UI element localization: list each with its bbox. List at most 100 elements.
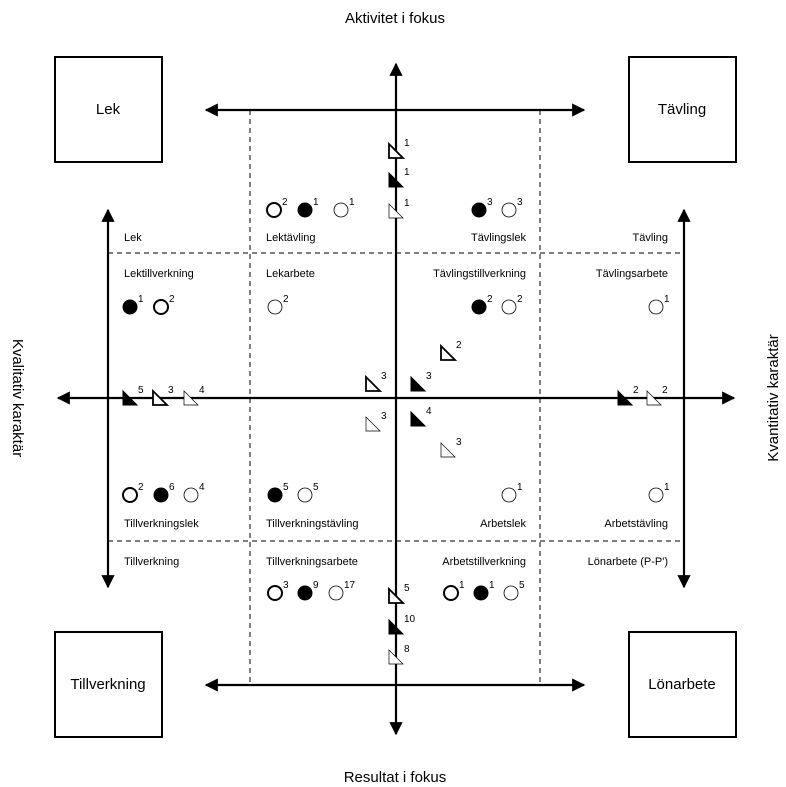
marker-count-label: 3: [381, 371, 387, 382]
circle-thin-symbol: [501, 299, 517, 315]
region-label-lektavling: Lektävling: [266, 232, 316, 244]
marker-count-label: 2: [633, 385, 639, 396]
circle-thin-symbol: [297, 487, 313, 503]
triangle-thin-symbol: [440, 442, 456, 458]
circle-marker: 2: [501, 294, 523, 315]
circle-marker: 1: [648, 294, 670, 315]
triangle-marker: 5: [122, 385, 144, 406]
region-label-tillverkning: Tillverkning: [124, 556, 179, 568]
marker-count-label: 1: [459, 580, 465, 591]
marker-count-label: 4: [199, 385, 205, 396]
marker-count-label: 2: [282, 197, 288, 208]
triangle-marker: 3: [365, 411, 387, 432]
marker-count-label: 1: [404, 138, 410, 149]
circle-marker: 1: [443, 580, 465, 601]
circle-outline-symbol: [267, 585, 283, 601]
region-label-lektillverkning: Lektillverkning: [124, 268, 194, 280]
region-label-tavlingstillverkning: Tävlingstillverkning: [433, 268, 526, 280]
corner-title-tavling: Tävling: [658, 101, 706, 118]
marker-count-label: 5: [404, 583, 410, 594]
circle-marker: 2: [471, 294, 493, 315]
triangle-filled-symbol: [410, 375, 427, 392]
circle-outline-symbol: [443, 585, 459, 601]
region-label-tillverkningstavling: Tillverkningstävling: [266, 518, 359, 530]
triangle-marker: 1: [388, 138, 410, 159]
region-label-arbetslek: Arbetslek: [480, 518, 526, 530]
marker-count-label: 2: [517, 294, 523, 305]
marker-count-label: 1: [489, 580, 495, 591]
corner-box-bottom-left: [54, 631, 163, 738]
triangle-filled-symbol: [388, 618, 405, 635]
marker-count-label: 1: [404, 198, 410, 209]
axis-title-top: Aktivitet i fokus: [345, 10, 445, 27]
marker-count-label: 3: [283, 580, 289, 591]
triangle-marker: 2: [646, 385, 668, 406]
circle-thin-symbol: [328, 585, 344, 601]
axis-title-bottom: Resultat i fokus: [344, 769, 447, 786]
region-label-tillverkningslek: Tillverkningslek: [124, 518, 199, 530]
circle-marker: 3: [501, 197, 523, 218]
region-label-tavling: Tävling: [633, 232, 668, 244]
triangle-thin-symbol: [388, 649, 404, 665]
circle-thin-symbol: [267, 299, 283, 315]
circle-outline-symbol: [122, 487, 138, 503]
triangle-outline-symbol: [388, 586, 406, 604]
circle-filled-symbol: [153, 487, 169, 503]
triangle-marker: 3: [152, 385, 174, 406]
triangle-marker: 1: [388, 198, 410, 219]
circle-marker: 1: [297, 197, 319, 218]
marker-count-label: 4: [426, 406, 432, 417]
corner-box-bottom-right: [628, 631, 737, 738]
circle-marker: 2: [122, 482, 144, 503]
circle-marker: 1: [333, 197, 355, 218]
circle-marker: 2: [267, 294, 289, 315]
circle-marker: 1: [122, 294, 144, 315]
marker-count-label: 3: [381, 411, 387, 422]
circle-thin-symbol: [333, 202, 349, 218]
marker-count-label: 17: [344, 580, 356, 591]
circle-filled-symbol: [471, 299, 487, 315]
circle-marker: 17: [328, 580, 356, 601]
marker-count-label: 1: [138, 294, 144, 305]
circle-filled-symbol: [267, 487, 283, 503]
circle-marker: 9: [297, 580, 319, 601]
circle-marker: 5: [503, 580, 525, 601]
marker-count-label: 6: [169, 482, 175, 493]
circle-thin-symbol: [648, 487, 664, 503]
marker-count-label: 3: [517, 197, 523, 208]
marker-count-label: 3: [426, 371, 432, 382]
triangle-marker: 10: [388, 614, 416, 635]
region-label-lek: Lek: [124, 232, 142, 244]
circle-filled-symbol: [471, 202, 487, 218]
marker-count-label: 5: [138, 385, 144, 396]
marker-count-label: 2: [456, 340, 462, 351]
marker-count-label: 8: [404, 644, 410, 655]
triangle-marker: 5: [388, 583, 410, 604]
region-label-tavlingsarbete: Tävlingsarbete: [596, 268, 668, 280]
triangle-thin-symbol: [183, 390, 199, 406]
circle-filled-symbol: [122, 299, 138, 315]
circle-thin-symbol: [503, 585, 519, 601]
circle-thin-symbol: [183, 487, 199, 503]
triangle-marker: 8: [388, 644, 410, 665]
corner-box-top-right: [628, 56, 737, 163]
triangle-marker: 3: [440, 437, 462, 458]
circle-marker: 1: [648, 482, 670, 503]
circle-marker: 5: [267, 482, 289, 503]
triangle-outline-symbol: [440, 343, 458, 361]
marker-count-label: 3: [456, 437, 462, 448]
marker-count-label: 3: [487, 197, 493, 208]
marker-count-label: 5: [283, 482, 289, 493]
triangle-marker: 4: [183, 385, 205, 406]
triangle-filled-symbol: [617, 389, 634, 406]
triangle-filled-symbol: [122, 389, 139, 406]
triangle-filled-symbol: [410, 410, 427, 427]
circle-marker: 4: [183, 482, 205, 503]
corner-title-lek: Lek: [96, 101, 121, 118]
marker-count-label: 2: [662, 385, 668, 396]
triangle-thin-symbol: [365, 416, 381, 432]
circle-filled-symbol: [473, 585, 489, 601]
marker-count-label: 5: [519, 580, 525, 591]
